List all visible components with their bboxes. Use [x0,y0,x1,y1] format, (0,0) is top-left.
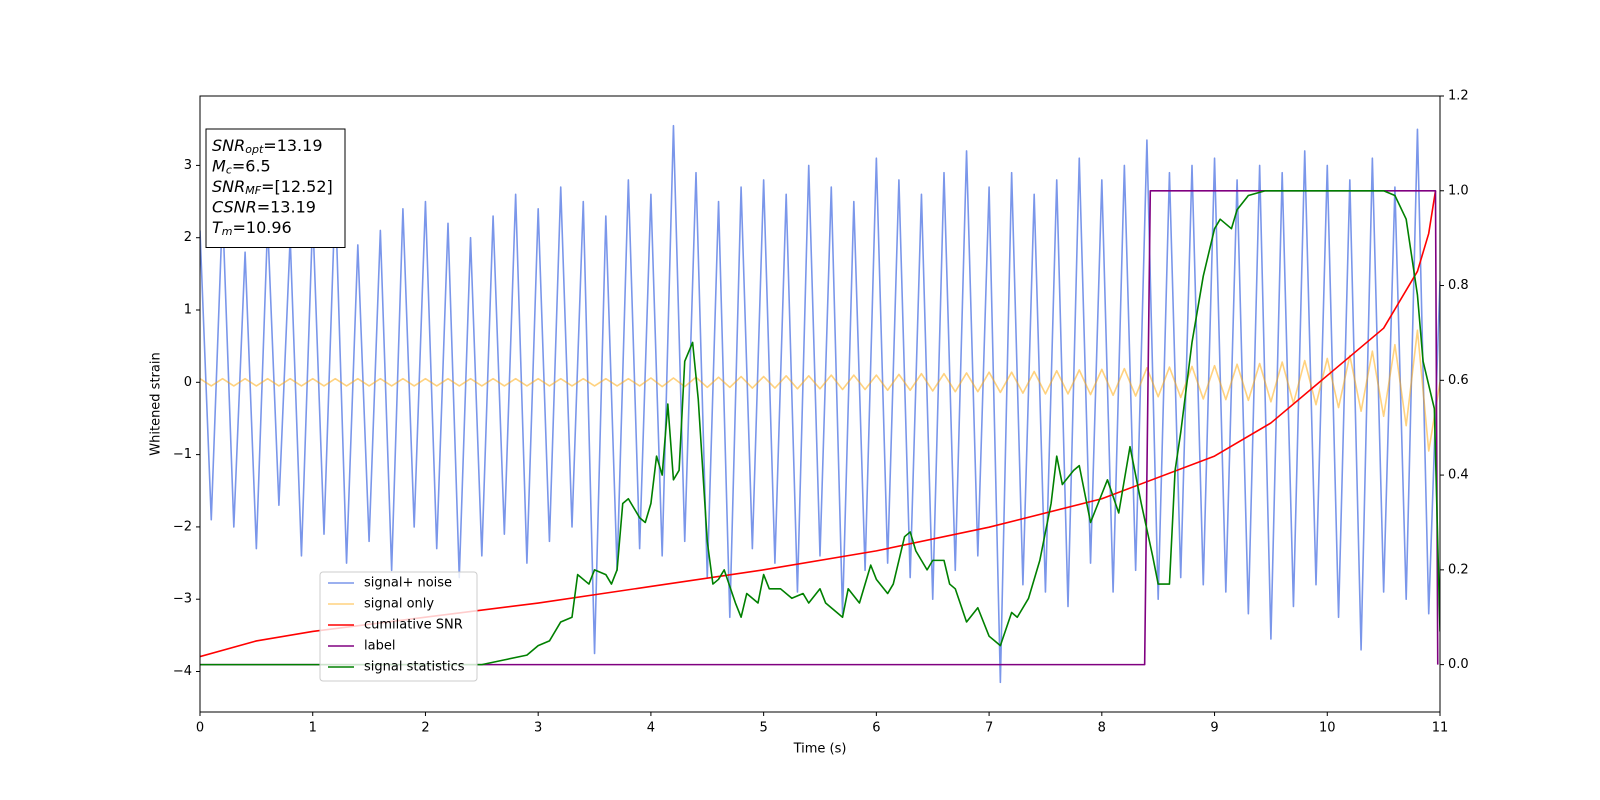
annotation-text: =13.19 [263,136,322,155]
annotation-subscript: c [226,164,232,177]
annotation-subscript: MF [245,184,261,197]
x-tick-label: 1 [309,721,317,736]
y2-tick-label: 0.8 [1448,278,1469,293]
legend-frame [319,571,478,682]
series-line [200,124,1440,684]
x-tick-label: 9 [1210,721,1218,736]
y-tick-label: −1 [173,447,192,462]
annotation-subscript: m [222,225,233,238]
annotation-text: =13.19 [257,197,316,216]
annotation-text: =6.5 [232,156,271,175]
annotation: CSNR=13.19 [212,197,316,216]
annotation: Mc=6.5 [212,156,271,177]
legend-label: signal+ noise [364,576,452,591]
x-tick-label: 6 [872,721,880,736]
y-tick-label: 3 [184,158,192,173]
legend-label: signal statistics [364,660,465,675]
y2-tick-label: 0.6 [1448,373,1469,388]
annotation: SNRMF=[12.52] [212,177,333,198]
annotation-box: SNRopt=13.19Mc=6.5SNRMF=[12.52]CSNR=13.1… [205,128,346,248]
x-tick-label: 0 [196,721,204,736]
series-line [200,189,1439,666]
y-tick-label: 1 [184,303,192,318]
annotation-symbol: T [212,218,223,237]
annotation-symbol: SNR [212,136,245,155]
x-axis-label: Time (s) [793,742,847,757]
annotation-subscript: opt [245,143,264,156]
series-line [200,329,1440,452]
y2-tick-label: 0.4 [1448,468,1469,483]
annotation: SNRopt=13.19 [212,136,323,157]
y2-tick-label: 1.0 [1448,183,1469,198]
annotation-frame [205,128,346,248]
annotation-symbol: SNR [212,177,245,196]
annotation-symbol: M [212,156,226,175]
series-line [200,189,1440,666]
annotation-symbol: CSNR [212,197,257,216]
x-tick-label: 10 [1319,721,1336,736]
x-tick-label: 5 [759,721,767,736]
x-tick-label: 7 [985,721,993,736]
x-tick-label: 3 [534,721,542,736]
x-tick-label: 8 [1098,721,1106,736]
x-tick-label: 4 [647,721,655,736]
axes-frame [199,95,1441,713]
y-axis-label: Whitened strain [149,352,164,455]
y2-tick-label: 0.0 [1448,657,1469,672]
legend: signal+ noise signal only cumilative SNR la… [319,571,478,682]
x-tick-label: 11 [1432,721,1449,736]
legend-label: signal only [364,597,434,612]
x-tick-label: 2 [421,721,429,736]
y-tick-label: −4 [173,664,192,679]
annotation-text: =[12.52] [261,177,333,196]
legend-label: label [364,639,395,654]
y-tick-label: 2 [184,230,192,245]
legend-label: cumilative SNR [364,618,463,633]
y2-tick-label: 1.2 [1448,89,1469,104]
y2-tick-label: 0.2 [1448,562,1469,577]
y-tick-label: −2 [173,519,192,534]
y-tick-label: 0 [184,375,192,390]
y-tick-label: −3 [173,592,192,607]
annotation-text: =10.96 [233,218,292,237]
annotation: Tm=10.96 [212,218,292,239]
